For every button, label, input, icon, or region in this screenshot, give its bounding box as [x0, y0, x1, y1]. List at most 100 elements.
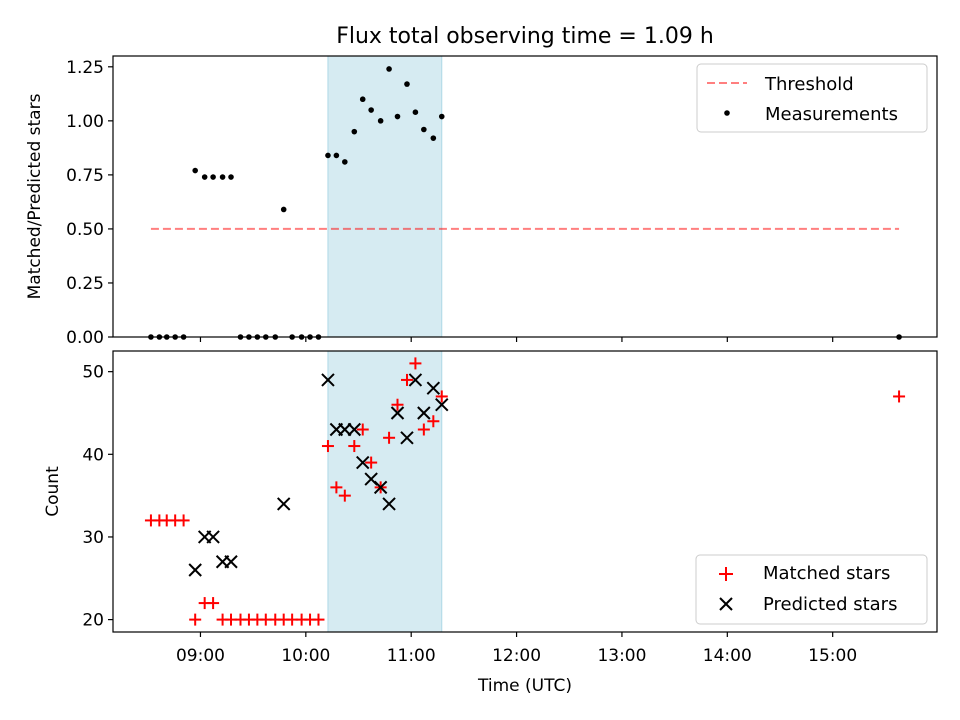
predicted-star-point	[206, 530, 220, 544]
x-tick-label: 09:00	[176, 646, 225, 666]
predicted-star-point	[417, 406, 431, 420]
legend-measurements-label: Measurements	[765, 104, 898, 125]
measurement-point	[228, 174, 234, 180]
top-panel: 0.00 0.25 0.50 0.75 1.00 1.25 Flux total obse…	[25, 24, 938, 348]
x-stroke-b	[382, 497, 396, 511]
x-stroke-b	[408, 373, 423, 387]
matched-star-point	[330, 481, 343, 494]
x-axis-label: Time (UTC)	[477, 676, 572, 696]
top-axes-frame	[112, 55, 938, 338]
x-stroke-b	[400, 431, 414, 445]
matched-star-point	[409, 357, 422, 370]
top-y-axis: 0.00 0.25 0.50 0.75 1.00 1.25	[66, 58, 113, 348]
bottom-plot-area	[144, 357, 906, 626]
matched-star-point	[338, 489, 351, 502]
predicted-star-point	[224, 555, 238, 569]
top-y-axis-label: Matched/Predicted stars	[25, 93, 45, 299]
measurement-point	[325, 152, 331, 159]
predicted-star-point	[408, 373, 423, 387]
matched-star-point	[417, 423, 430, 436]
x-tick-label: 12:00	[492, 646, 541, 666]
measurement-point	[430, 135, 437, 141]
legend-matched-label: Matched stars	[763, 563, 890, 584]
bottom-legend-box	[695, 554, 928, 625]
bottom-axes-frame	[112, 350, 938, 633]
measurement-point	[192, 167, 198, 174]
top-legend-box	[696, 63, 928, 133]
legend-matched-swatch	[719, 567, 733, 581]
top-legend: Threshold Measurements	[696, 63, 928, 133]
x-stroke-b	[417, 406, 431, 420]
x-tick-label: 11:00	[387, 646, 436, 666]
x-stroke-b	[373, 480, 388, 495]
top-span	[327, 55, 443, 338]
x-stroke-b	[224, 555, 238, 569]
x-stroke-b	[435, 398, 449, 412]
measurement-point	[219, 174, 226, 180]
chart-title: Flux total observing time = 1.09 h	[336, 24, 714, 49]
measurement-point	[404, 81, 410, 87]
matched-star-point	[207, 597, 220, 610]
predicted-star-point	[276, 497, 291, 511]
bottom-y-axis-label: Count	[43, 466, 63, 517]
predicted-star-point	[347, 422, 362, 437]
x-tick-label: 14:00	[703, 646, 752, 666]
top-y-tick-label: 1.00	[66, 112, 104, 132]
x-tick-label: 15:00	[808, 646, 857, 666]
measurement-point	[342, 159, 348, 165]
bottom-legend: Matched stars Predicted stars	[695, 554, 928, 625]
predicted-star-point	[373, 480, 388, 495]
matched-star-point	[189, 613, 202, 626]
matched-star-point	[391, 398, 404, 411]
predicted-star-point	[321, 373, 335, 387]
x-stroke-b	[338, 422, 352, 437]
measurement-point	[394, 113, 401, 120]
top-y-tick-label: 0.75	[66, 166, 104, 186]
predicted-star-point	[356, 455, 370, 470]
x-tick-label: 10:00	[281, 646, 330, 666]
matched-star-point	[427, 415, 440, 428]
x-stroke-b	[426, 381, 441, 395]
x-stroke-b	[206, 530, 220, 544]
top-y-tick-label: 0.50	[66, 220, 104, 240]
measurement-point	[351, 128, 358, 135]
measurement-point	[412, 109, 419, 115]
matched-star-point	[177, 514, 190, 527]
bottom-y-tick-label: 40	[82, 445, 104, 465]
matched-star-point	[356, 423, 369, 436]
top-plot-area	[148, 66, 902, 340]
predicted-star-point	[390, 406, 405, 420]
predicted-star-point	[426, 381, 441, 395]
top-y-tick-label: 0.25	[66, 274, 104, 294]
x-stroke-b	[347, 422, 362, 437]
measurement-point	[359, 96, 366, 103]
legend-measurements-swatch	[724, 110, 730, 116]
measurement-point	[210, 174, 216, 180]
measurement-point	[280, 206, 287, 213]
bottom-y-tick-label: 30	[82, 528, 104, 548]
x-stroke-b	[321, 373, 335, 387]
x-stroke-b	[276, 497, 291, 511]
bottom-y-tick-label: 20	[82, 611, 104, 631]
x-stroke-b	[390, 406, 405, 420]
matched-star-point	[400, 373, 413, 386]
top-x-ticks	[199, 337, 834, 342]
predicted-star-point	[188, 563, 202, 577]
x-tick-label: 13:00	[597, 646, 646, 666]
predicted-star-point	[400, 431, 414, 445]
bottom-x-axis: 09:00 10:00 11:00 12:00 13:00 14:00 15:00	[176, 632, 857, 666]
matched-star-point	[365, 456, 378, 469]
bottom-y-axis: 20 30 40 50	[82, 363, 113, 631]
measurement-point	[377, 118, 384, 124]
x-stroke-b	[364, 472, 378, 486]
legend-predicted-swatch	[719, 597, 733, 611]
measurement-point	[368, 107, 374, 113]
matched-star-point	[435, 390, 448, 403]
measurement-point	[421, 126, 427, 133]
bottom-y-tick-label: 50	[82, 363, 104, 383]
top-y-tick-label: 1.25	[66, 58, 104, 78]
legend-predicted-label: Predicted stars	[763, 594, 897, 615]
predicted-star-point	[382, 497, 396, 511]
measurement-point	[201, 174, 208, 180]
